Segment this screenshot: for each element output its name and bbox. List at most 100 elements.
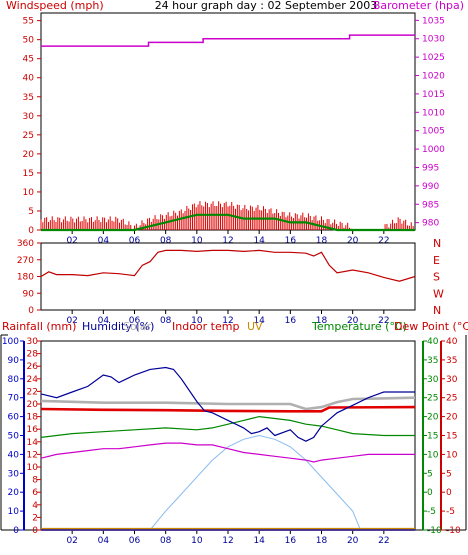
- humidity-tick-label: 40: [8, 450, 20, 460]
- barometer-axis: 980 985 990 995 1000 1005 1010 1015 1020 1025 1030…: [415, 16, 445, 229]
- temperature-tick-label: 20: [427, 413, 439, 423]
- x-tick-label: 16: [285, 536, 297, 546]
- direction-panel-time-axis: 02 04 06 08 10 12 14 16 18 20 22: [66, 310, 390, 326]
- rainfall-tick-label: 30: [27, 337, 39, 347]
- humidity-tick-label: 20: [8, 488, 20, 498]
- dew-point-tick-label: 5: [446, 469, 452, 479]
- windspeed-tick-label: 40: [23, 74, 35, 84]
- direction-tick-label: 270: [17, 256, 34, 266]
- windspeed-tick-label: 55: [23, 17, 34, 27]
- x-tick-label: 02: [66, 536, 77, 546]
- humidity-tick-label: 80: [8, 375, 20, 385]
- humidity-line: [40, 366, 415, 442]
- dew-point-tick-label: 0: [446, 488, 452, 498]
- barometer-tick-label: 995: [422, 163, 439, 173]
- humidity-tick-label: 10: [8, 507, 20, 517]
- climate-panel-time-axis: 02 04 06 08 10 12 14 16 18 20 22: [66, 530, 390, 546]
- temperature-tick-label: 30: [427, 375, 439, 385]
- temperature-line: [40, 415, 415, 438]
- windspeed-tick-label: 10: [23, 188, 35, 198]
- dew-point-label: Dew Point (°C): [394, 320, 468, 333]
- temperature-tick-label: 40: [427, 337, 439, 347]
- x-tick-label: 12: [222, 236, 233, 246]
- x-tick-label: 18: [316, 236, 328, 246]
- barometer-tick-label: 985: [422, 200, 439, 210]
- uv-label: UV: [247, 320, 263, 333]
- x-tick-label: 12: [222, 316, 233, 326]
- barometer-tick-label: 1020: [422, 72, 445, 82]
- temperature-tick-label: -5: [427, 507, 436, 517]
- windspeed-tick-label: 45: [23, 55, 34, 65]
- humidity-tick-label: 70: [8, 394, 20, 404]
- dew-point-tick-label: 20: [446, 413, 458, 423]
- x-tick-label: 06: [129, 316, 141, 326]
- humidity-tick-label: 90: [8, 356, 20, 366]
- x-tick-label: 10: [191, 536, 203, 546]
- rainfall-tick-label: 14: [27, 438, 39, 448]
- humidity-tick-label: 60: [8, 413, 20, 423]
- humidity-tick-label: 50: [8, 432, 20, 442]
- direction-tick-label: 360: [17, 239, 34, 249]
- temperature-tick-label: 35: [427, 356, 438, 366]
- dew-point-tick-label: 40: [446, 337, 458, 347]
- dew-point-line: [40, 442, 415, 463]
- compass-label: W: [433, 287, 444, 300]
- temperature-tick-label: 5: [427, 469, 433, 479]
- rainfall-tick-label: 8: [32, 476, 38, 486]
- dew-point-tick-label: 35: [446, 356, 457, 366]
- windspeed-title: Windspeed (mph): [6, 0, 104, 12]
- rainfall-tick-label: 24: [27, 375, 39, 385]
- compass-label: N: [433, 304, 441, 317]
- dew-point-tick-label: -10: [446, 526, 461, 536]
- climate-panel-series: [40, 366, 416, 531]
- x-tick-label: 02: [66, 316, 77, 326]
- x-tick-label: 22: [378, 536, 389, 546]
- x-tick-label: 18: [316, 316, 328, 326]
- direction-axis: 0 90 180 270 360: [17, 239, 41, 316]
- x-tick-label: 20: [347, 316, 359, 326]
- dew-point-tick-label: -5: [446, 507, 455, 517]
- x-tick-label: 02: [66, 236, 77, 246]
- rainfall-tick-label: 12: [27, 450, 38, 460]
- x-tick-label: 04: [98, 536, 110, 546]
- x-tick-label: 08: [160, 236, 172, 246]
- x-tick-label: 14: [253, 316, 265, 326]
- windspeed-tick-label: 20: [23, 150, 35, 160]
- x-tick-label: 14: [253, 236, 265, 246]
- temperature-tick-label: 0: [427, 488, 433, 498]
- dew-point-tick-label: 25: [446, 394, 457, 404]
- x-tick-label: 08: [160, 316, 172, 326]
- x-tick-label: 08: [160, 536, 172, 546]
- humidity-tick-label: 0: [13, 526, 19, 536]
- humidity-tick-label: 30: [8, 469, 20, 479]
- windspeed-tick-label: 25: [23, 131, 34, 141]
- wind-direction-line: [40, 249, 416, 282]
- daylight-curve: [41, 434, 415, 531]
- x-tick-label: 14: [253, 536, 265, 546]
- barometer-tick-label: 1015: [422, 90, 445, 100]
- x-tick-label: 22: [378, 316, 389, 326]
- windspeed-tick-label: 35: [23, 93, 34, 103]
- humidity-tick-label: 100: [2, 337, 19, 347]
- x-tick-label: 04: [98, 236, 110, 246]
- direction-tick-label: 0: [28, 306, 34, 316]
- barometer-tick-label: 1005: [422, 127, 445, 137]
- dew-point-tick-label: 10: [446, 450, 458, 460]
- windspeed-tick-label: 50: [23, 36, 35, 46]
- direction-tick-label: 90: [23, 289, 35, 299]
- rainfall-tick-label: 22: [27, 387, 38, 397]
- temperature-axis: -10 -5 0 5 10 15 20 25 30 35 40: [423, 337, 442, 536]
- compass-label: E: [433, 254, 440, 267]
- x-tick-label: 06: [129, 236, 141, 246]
- x-tick-label: 18: [316, 536, 328, 546]
- barometer-tick-label: 980: [422, 219, 439, 229]
- x-tick-label: 22: [378, 236, 389, 246]
- barometer-tick-label: 1000: [422, 145, 445, 155]
- indoor-temp-label: Indoor temp: [172, 320, 239, 333]
- windspeed-axis: 0 5 10 15 20 25 30 35 40 45 50 55: [23, 17, 41, 236]
- solar-label: Solar: [123, 320, 152, 333]
- dew-point-tick-label: 30: [446, 375, 458, 385]
- solar-line: [40, 396, 416, 411]
